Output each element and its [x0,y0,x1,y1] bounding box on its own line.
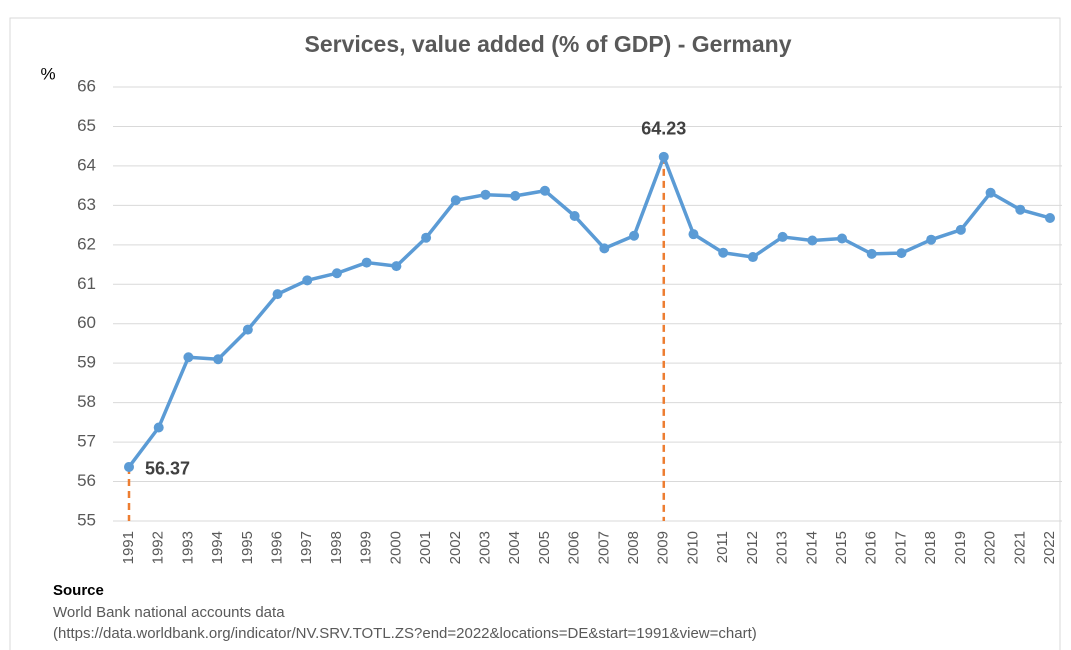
x-tick-label: 1994 [209,531,226,564]
x-tick-label: 2012 [744,531,761,564]
data-point [837,233,848,244]
data-point [539,185,550,196]
y-tick-label: 58 [77,392,96,411]
data-point [688,229,699,240]
data-point [153,422,164,433]
x-tick-label: 2008 [625,531,642,564]
y-tick-label: 65 [77,116,96,135]
data-point [777,231,788,242]
x-tick-label: 1998 [328,531,345,564]
y-tick-label: 57 [77,432,96,451]
x-tick-label: 2017 [892,531,909,564]
source-heading: Source [53,582,104,599]
data-point [896,248,907,259]
data-point [183,352,194,363]
data-point [658,151,669,162]
data-point [302,275,313,286]
x-tick-label: 2020 [982,531,999,564]
data-point [955,224,966,235]
data-point [866,248,877,259]
data-point [450,195,461,206]
data-point [629,230,640,241]
data-label: 56.37 [145,459,190,479]
x-tick-label: 2018 [922,531,939,564]
x-tick-label: 2010 [684,531,701,564]
data-point [926,234,937,245]
data-point [599,243,610,254]
x-tick-label: 2011 [714,531,731,563]
data-label: 64.23 [641,119,686,139]
chart-border [9,17,1061,650]
x-tick-label: 2006 [566,531,583,564]
x-tick-label: 1995 [239,531,256,564]
y-axis-label: % [40,64,55,83]
x-tick-label: 1992 [150,531,167,564]
data-point [124,461,134,472]
data-point [807,235,818,246]
x-tick-label: 2003 [476,531,493,564]
data-point [747,252,758,263]
x-tick-label: 2015 [833,531,850,564]
x-tick-label: 1997 [298,531,315,564]
y-tick-label: 55 [77,510,96,529]
x-tick-label: 2001 [417,531,434,564]
chart-title: Services, value added (% of GDP) - Germa… [305,31,792,57]
data-point [1015,204,1026,215]
data-point [569,211,580,222]
x-tick-label: 1993 [179,531,196,564]
x-tick-label: 1999 [358,531,375,564]
x-tick-label: 2005 [536,531,553,564]
y-tick-label: 56 [77,471,96,490]
source-text: World Bank national accounts data [53,604,285,621]
x-tick-label: 2002 [447,531,464,564]
x-tick-label: 2004 [506,531,523,564]
x-tick-label: 2000 [387,531,404,564]
x-tick-label: 2009 [655,531,672,564]
data-point [985,187,996,198]
y-tick-label: 60 [77,313,96,332]
series-line [127,155,1051,468]
x-tick-label: 1996 [269,531,286,564]
x-tick-label: 2007 [595,531,612,564]
data-point [1045,212,1055,223]
y-tick-label: 59 [77,353,96,372]
x-tick-label: 2014 [803,531,820,564]
x-tick-label: 2016 [863,531,880,564]
y-tick-label: 64 [77,155,96,174]
y-tick-label: 61 [77,274,96,293]
data-point [213,354,224,365]
data-point [331,268,342,279]
data-point [480,189,491,200]
data-point [272,289,283,300]
data-point [361,257,372,268]
data-point [421,232,432,243]
source-url: (https://data.worldbank.org/indicator/NV… [53,625,757,642]
data-point [718,247,729,258]
x-tick-label: 2021 [1011,531,1028,564]
data-point [510,190,521,201]
y-tick-label: 62 [77,234,96,253]
x-tick-label: 2019 [952,531,969,564]
data-point [391,261,402,272]
y-tick-label: 63 [77,195,96,214]
x-tick-label: 1991 [120,531,137,564]
data-point [242,324,253,335]
x-tick-label: 2013 [774,531,791,564]
y-tick-label: 66 [77,76,96,95]
x-tick-label: 2022 [1041,531,1058,564]
